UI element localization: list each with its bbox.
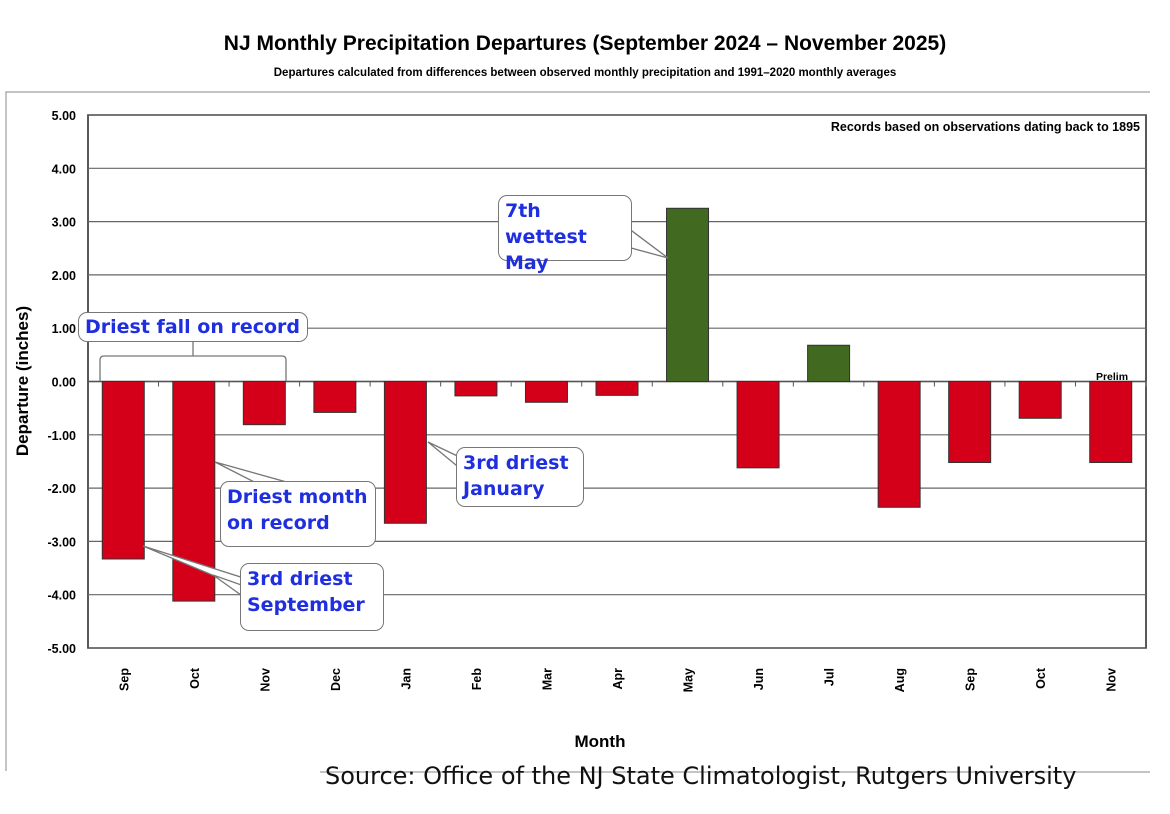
y-tick-label: 1.00 — [52, 322, 76, 336]
source-caption: Source: Office of the NJ State Climatolo… — [325, 762, 1077, 790]
y-tick-label: -3.00 — [48, 535, 77, 549]
x-tick-label: May — [682, 668, 696, 692]
x-tick-label: Feb — [470, 668, 484, 691]
x-tick-label: Dec — [329, 668, 343, 691]
bar-may — [666, 207, 710, 382]
bar-jul — [807, 344, 851, 383]
y-tick-label: 3.00 — [52, 216, 76, 230]
x-tick-label: Oct — [1034, 667, 1048, 689]
bar-mar — [524, 381, 568, 403]
y-tick-label: 5.00 — [52, 109, 76, 123]
y-tick-label: 4.00 — [52, 162, 76, 176]
bar-jan — [383, 381, 427, 524]
bar-sep — [948, 381, 992, 464]
x-tick-label: Mar — [540, 668, 554, 690]
y-tick-label: -4.00 — [48, 589, 77, 603]
prelim-label: Prelim — [1096, 371, 1128, 383]
bar-feb — [454, 381, 498, 397]
annotation-driest-month: Driest month on record — [220, 481, 376, 547]
bar-oct — [1018, 381, 1062, 419]
annotation-driest-fall: Driest fall on record — [78, 312, 308, 342]
y-tick-label: -5.00 — [48, 642, 77, 656]
x-tick-label: Jul — [823, 668, 837, 686]
x-tick-label: Sep — [117, 668, 131, 691]
annotation-7th-wettest-may: 7th wettest May — [498, 195, 632, 274]
y-tick-label: -1.00 — [48, 429, 77, 443]
chart-subtitle: Departures calculated from differences b… — [274, 67, 897, 79]
records-note: Records based on observations dating bac… — [831, 120, 1140, 134]
y-axis-label: Departure (inches) — [13, 306, 32, 456]
x-tick-label: Sep — [964, 668, 978, 691]
bar-apr — [595, 381, 639, 396]
y-tick-label: -2.00 — [48, 482, 77, 496]
bar-aug — [877, 381, 921, 508]
chart-title: NJ Monthly Precipitation Departures (Sep… — [224, 32, 946, 55]
bar-jun — [736, 381, 780, 469]
x-tick-label: Jan — [399, 668, 413, 690]
y-tick-label: 0.00 — [52, 376, 76, 390]
x-tick-label: Nov — [258, 668, 272, 692]
bar-nov — [242, 381, 286, 426]
x-tick-label: Nov — [1105, 668, 1119, 692]
x-tick-label: Aug — [893, 668, 907, 692]
y-tick-label: 2.00 — [52, 269, 76, 283]
bar-dec — [313, 381, 357, 413]
x-tick-label: Jun — [752, 668, 766, 690]
x-tick-label: Oct — [188, 667, 202, 689]
x-tick-label: Apr — [611, 668, 625, 690]
bar-nov — [1089, 381, 1133, 464]
annotation-3rd-driest-september: 3rd driest September — [240, 563, 384, 631]
x-axis-label: Month — [575, 732, 626, 751]
annotation-3rd-driest-january: 3rd driest January — [456, 447, 584, 507]
bar-sep — [101, 381, 145, 560]
